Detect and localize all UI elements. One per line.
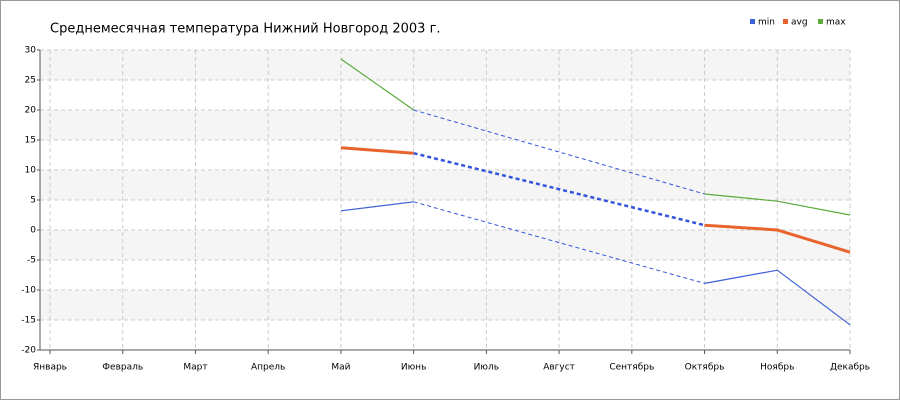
- y-tick-label: 5: [30, 196, 36, 206]
- legend-swatch: [818, 19, 823, 24]
- y-tick-label: -15: [21, 316, 36, 326]
- legend-swatch: [750, 19, 755, 24]
- band: [40, 110, 850, 140]
- y-tick-label: -20: [21, 346, 36, 356]
- x-tick-label: Май: [331, 363, 350, 373]
- legend-label: min: [758, 18, 775, 28]
- y-tick-label: -10: [21, 286, 36, 296]
- chart-title: Среднемесячная температура Нижний Новгор…: [50, 22, 441, 37]
- y-tick-label: 20: [25, 106, 37, 116]
- gap-bridge: [413, 201, 705, 284]
- x-tick-label: Февраль: [102, 363, 143, 373]
- band: [40, 50, 850, 80]
- y-tick-label: 25: [25, 76, 36, 86]
- x-tick-label: Июль: [474, 363, 499, 373]
- series-line: [340, 146, 851, 254]
- x-tick-label: Октябрь: [685, 363, 725, 373]
- gap-bridge: [413, 109, 705, 195]
- x-tick-label: Август: [543, 363, 575, 373]
- x-tick-label: Ноябрь: [760, 363, 794, 373]
- band: [40, 290, 850, 320]
- x-tick-label: Январь: [33, 363, 67, 373]
- band: [40, 230, 850, 260]
- gap-bridge: [413, 151, 705, 227]
- legend-label: avg: [791, 18, 808, 28]
- series-line: [340, 58, 851, 216]
- x-tick-label: Сентябрь: [609, 363, 654, 373]
- legend-label: max: [826, 18, 846, 28]
- x-tick-label: Апрель: [251, 363, 285, 373]
- legend-swatch: [783, 19, 788, 24]
- y-tick-label: 30: [25, 46, 37, 56]
- y-tick-label: 15: [25, 136, 36, 146]
- band: [40, 170, 850, 200]
- y-tick-label: 10: [25, 166, 37, 176]
- series-line: [340, 201, 851, 326]
- y-tick-label: -5: [27, 256, 36, 266]
- x-tick-label: Июнь: [401, 363, 427, 373]
- x-tick-label: Март: [183, 363, 207, 373]
- x-tick-label: Декабрь: [830, 363, 870, 373]
- y-tick-label: 0: [30, 226, 36, 236]
